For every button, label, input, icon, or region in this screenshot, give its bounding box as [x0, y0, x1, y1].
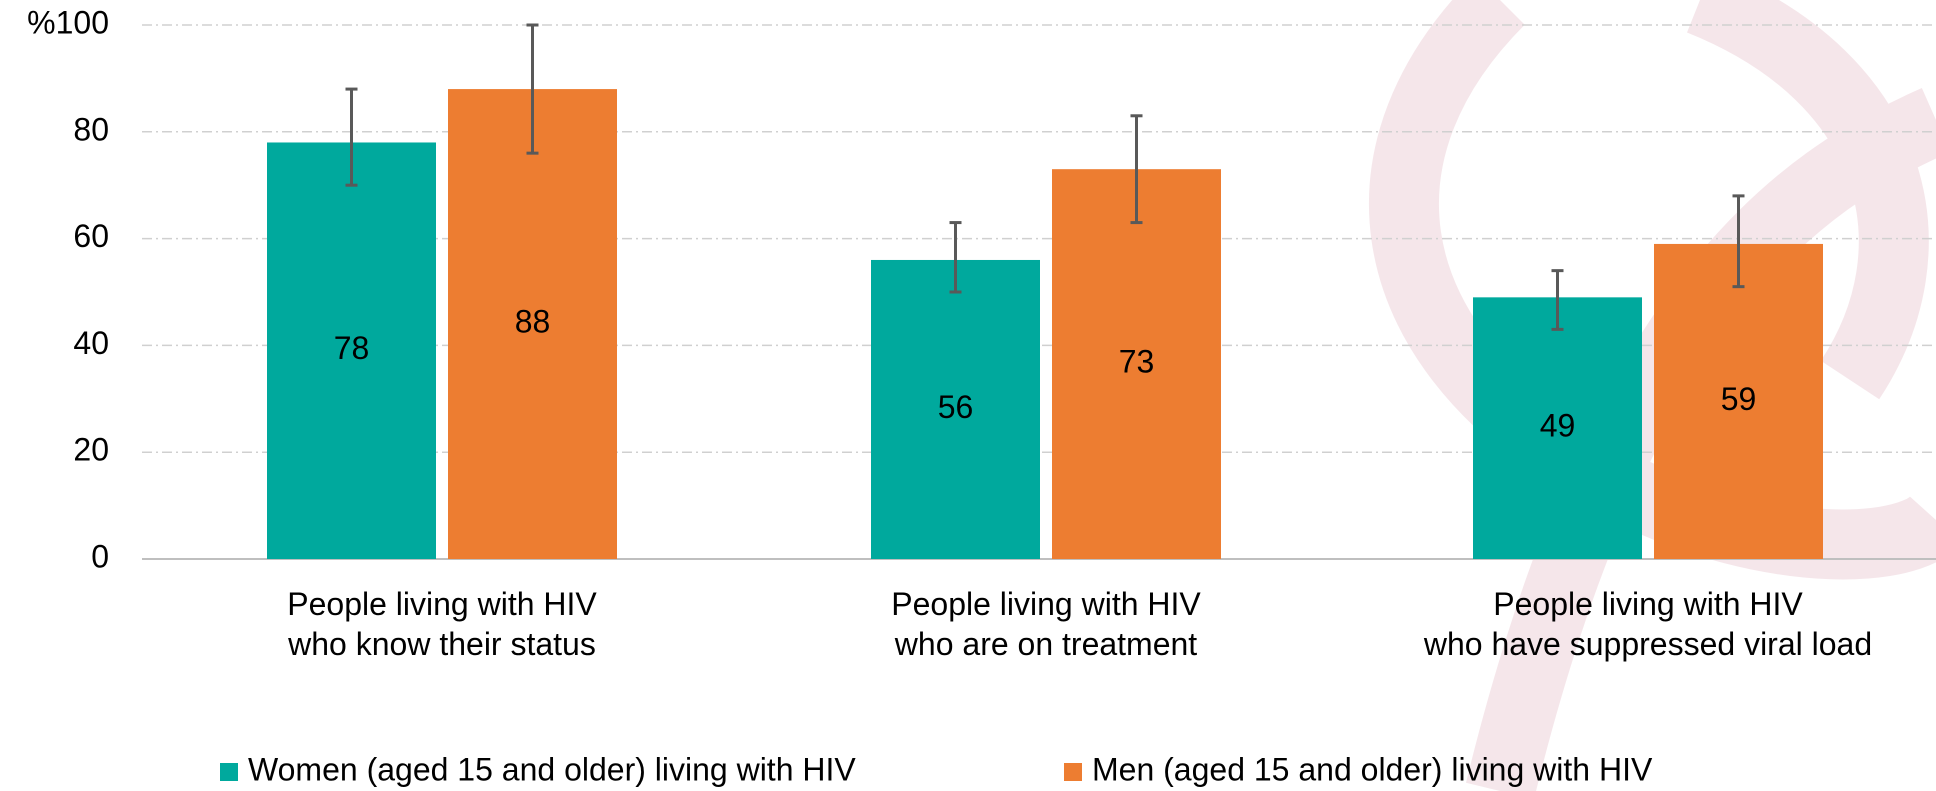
y-tick-label: %100: [27, 4, 109, 40]
bar: [1052, 169, 1221, 559]
y-tick-label: 80: [73, 111, 109, 147]
bar: [1654, 243, 1823, 559]
bar: [448, 89, 617, 559]
value-label: 56: [938, 389, 974, 425]
legend-label: Women (aged 15 and older) living with HI…: [248, 751, 856, 787]
bar: [1473, 297, 1642, 559]
y-tick-label: 20: [73, 432, 109, 468]
legend-swatch: [220, 763, 238, 781]
x-tick-label: People living with HIV who have suppress…: [1423, 586, 1873, 662]
legend-label: Men (aged 15 and older) living with HIV: [1092, 751, 1653, 787]
x-tick-label: People living with HIV who know their st…: [287, 586, 597, 662]
legend-swatch: [1064, 763, 1082, 781]
bar: [871, 259, 1040, 559]
value-label: 59: [1721, 381, 1757, 417]
value-label: 73: [1119, 344, 1155, 380]
value-label: 88: [515, 303, 551, 339]
y-tick-label: 0: [91, 538, 109, 574]
y-tick-label: 60: [73, 218, 109, 254]
value-label: 49: [1540, 408, 1576, 444]
y-tick-label: 40: [73, 325, 109, 361]
bar: [267, 142, 436, 560]
value-label: 78: [334, 330, 370, 366]
x-tick-label: People living with HIV who are on treatm…: [891, 586, 1201, 662]
